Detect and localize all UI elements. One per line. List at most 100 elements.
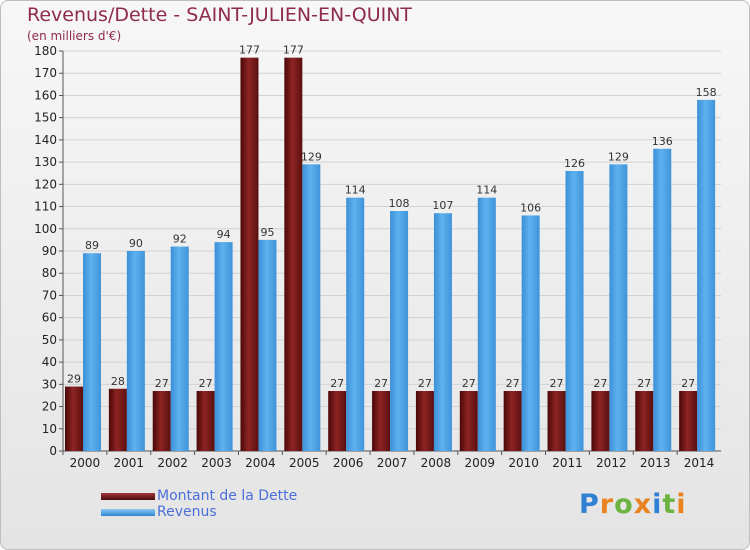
data-label: 27: [199, 377, 213, 390]
data-label: 114: [476, 184, 497, 197]
x-tick-label: 2011: [552, 456, 583, 470]
bars: [65, 57, 716, 452]
y-tick-label: 180: [34, 44, 57, 58]
bar-revenus: [83, 253, 101, 451]
y-tick-label: 30: [42, 377, 57, 391]
y-tick-label: 20: [42, 400, 57, 414]
x-tick-label: 2012: [596, 456, 627, 470]
bar-dette: [591, 391, 610, 451]
bar-dette: [152, 391, 171, 451]
data-label: 27: [418, 377, 432, 390]
legend-swatch-debt: [101, 492, 155, 500]
tick-labels: 0 10 20 30 40 50 60 70 80 90 100 110 120 130 140 150 160…: [34, 44, 714, 470]
bar-dette: [284, 57, 303, 452]
bar-revenus: [302, 164, 321, 452]
bar-revenus: [477, 197, 496, 451]
bar-dette: [635, 391, 654, 451]
data-label: 158: [696, 86, 717, 99]
y-tick-label: 100: [34, 222, 57, 236]
bar-dette: [372, 391, 391, 451]
legend-item-debt: Montant de la Dette: [101, 488, 297, 504]
x-tick-label: 2005: [289, 456, 320, 470]
bar-dette: [415, 391, 434, 451]
x-tick-label: 2014: [684, 456, 715, 470]
y-tick-label: 0: [49, 444, 57, 458]
data-label: 136: [652, 135, 673, 148]
x-tick-label: 2003: [201, 456, 232, 470]
chart-subtitle: (en milliers d'€): [27, 29, 122, 43]
data-label: 29: [67, 373, 81, 386]
bar-revenus: [390, 211, 409, 451]
bar-revenus: [697, 99, 716, 451]
bar-revenus: [433, 213, 452, 451]
data-label: 94: [217, 228, 231, 241]
proxiti-logo: Proxiti: [579, 489, 687, 520]
x-tick-label: 2006: [333, 456, 364, 470]
bar-dette: [196, 391, 215, 451]
data-label: 27: [330, 377, 344, 390]
bar-revenus: [653, 148, 672, 451]
bar-revenus: [126, 251, 145, 451]
bar-dette: [328, 391, 347, 451]
bar-dette: [65, 386, 83, 451]
x-tick-label: 2002: [157, 456, 188, 470]
y-tick-label: 150: [34, 111, 57, 125]
data-label: 95: [260, 226, 274, 239]
y-tick-label: 140: [34, 133, 57, 147]
data-label: 129: [608, 150, 629, 163]
y-tick-label: 110: [34, 200, 57, 214]
data-label: 177: [239, 44, 260, 57]
legend-swatch-revenus: [101, 508, 155, 516]
y-tick-label: 160: [34, 88, 57, 102]
y-tick-label: 10: [42, 422, 57, 436]
data-labels: 29 89 28 90 27 92 27 94 177 95 177 129 27 114 27 108 27 1…: [67, 44, 717, 390]
data-label: 108: [389, 197, 410, 210]
data-label: 114: [345, 184, 366, 197]
y-tick-label: 170: [34, 66, 57, 80]
data-label: 27: [506, 377, 520, 390]
data-label: 27: [155, 377, 169, 390]
x-tick-label: 2004: [245, 456, 276, 470]
x-tick-label: 2009: [464, 456, 495, 470]
data-label: 90: [129, 237, 143, 250]
y-tick-label: 90: [42, 244, 57, 258]
data-label: 92: [173, 233, 187, 246]
data-label: 27: [637, 377, 651, 390]
y-tick-label: 130: [34, 155, 57, 169]
bar-revenus: [346, 197, 365, 451]
data-label: 89: [85, 239, 99, 252]
legend-label-revenus: Revenus: [157, 504, 217, 520]
legend-label-debt: Montant de la Dette: [157, 488, 298, 504]
chart-title: Revenus/Dette - SAINT-JULIEN-EN-QUINT: [27, 4, 413, 26]
y-tick-label: 80: [42, 266, 57, 280]
bar-dette: [108, 388, 127, 451]
data-label: 27: [550, 377, 564, 390]
data-label: 107: [432, 199, 453, 212]
x-tick-label: 2013: [640, 456, 671, 470]
data-label: 27: [681, 377, 695, 390]
bar-revenus: [214, 242, 233, 451]
bar-revenus: [258, 239, 277, 451]
x-tick-label: 2007: [377, 456, 408, 470]
x-tick-label: 2010: [508, 456, 539, 470]
data-label: 106: [520, 201, 541, 214]
data-label: 177: [283, 44, 304, 57]
y-tick-label: 40: [42, 355, 57, 369]
data-label: 129: [301, 150, 322, 163]
x-tick-label: 2008: [421, 456, 452, 470]
y-tick-label: 60: [42, 311, 57, 325]
data-label: 28: [111, 375, 125, 388]
bar-dette: [547, 391, 566, 451]
legend-item-revenus: Revenus: [101, 504, 297, 520]
y-tick-label: 50: [42, 333, 57, 347]
bar-dette: [679, 391, 698, 451]
bar-dette: [240, 57, 259, 452]
bar-revenus: [170, 246, 189, 451]
x-tick-label: 2001: [114, 456, 145, 470]
x-tick-label: 2000: [70, 456, 101, 470]
data-label: 27: [374, 377, 388, 390]
bar-revenus: [521, 215, 540, 451]
y-tick-label: 70: [42, 288, 57, 302]
